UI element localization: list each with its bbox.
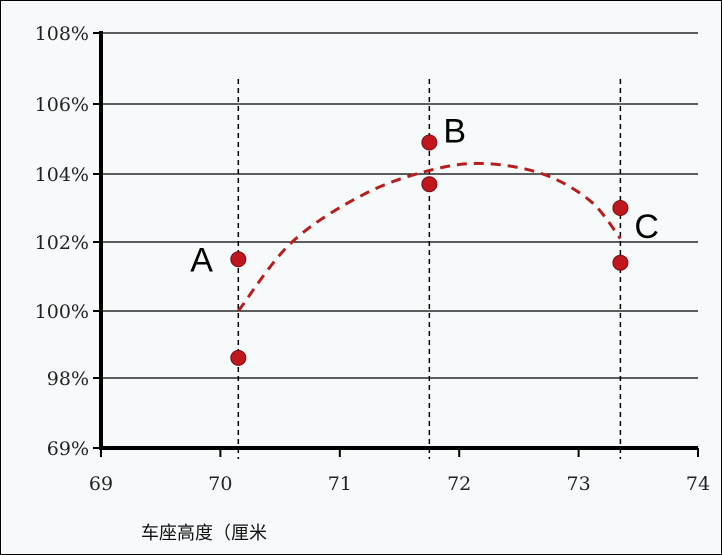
y-tick-label: 104%: [35, 164, 89, 186]
data-point: [230, 349, 247, 366]
data-point: [612, 254, 629, 271]
data-point: [421, 176, 438, 193]
data-points: [230, 134, 629, 366]
y-tick-label: 108%: [35, 23, 89, 45]
data-point: [612, 200, 629, 216]
x-tick-label: 74: [686, 473, 710, 495]
point-labels: A B C: [190, 113, 659, 280]
data-point: [421, 134, 438, 151]
x-tick-label: 71: [328, 473, 352, 495]
y-tick-label: 98%: [47, 368, 89, 390]
group-label: C: [634, 208, 659, 246]
x-tick-labels: 69 70 71 72 73 74: [89, 448, 710, 495]
x-tick-label: 73: [567, 473, 591, 495]
grid-lines: [101, 32, 698, 379]
group-label: B: [443, 113, 466, 151]
x-tick-label: 70: [208, 473, 232, 495]
y-tick-label: 69%: [47, 438, 89, 460]
y-tick-label: 106%: [35, 94, 89, 116]
group-label: A: [190, 241, 213, 279]
x-tick-label: 69: [89, 473, 113, 495]
y-tick-labels: 69% 98% 100% 102% 104% 106% 108%: [35, 23, 101, 460]
data-point: [230, 251, 247, 268]
x-tick-label: 72: [447, 473, 471, 495]
y-tick-label: 100%: [35, 301, 89, 323]
trend-curve: [237, 161, 622, 312]
x-axis-label: 车座高度（厘米: [141, 523, 267, 544]
y-tick-label: 102%: [35, 232, 89, 254]
